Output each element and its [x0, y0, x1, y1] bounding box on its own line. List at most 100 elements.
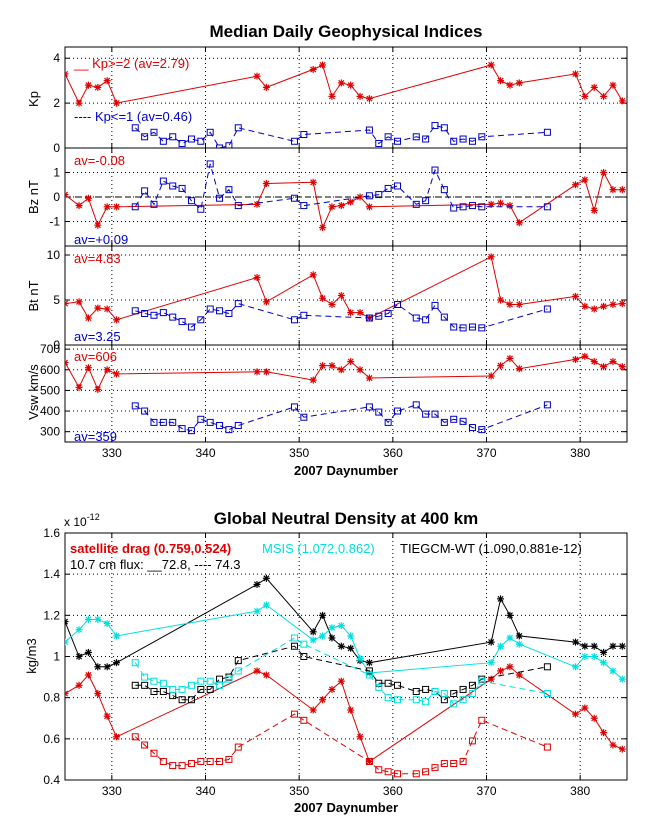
density-point [356, 733, 364, 741]
density-point [394, 681, 402, 689]
density-point [197, 677, 205, 685]
vsw-point [375, 408, 383, 416]
density-point [141, 673, 149, 681]
bz-point [600, 169, 608, 176]
density-point [581, 704, 589, 712]
bz-point [590, 206, 598, 214]
bz-point [150, 200, 158, 208]
vsw-point [290, 403, 298, 411]
density-point [365, 757, 373, 765]
bz-point [394, 182, 402, 190]
bt-point [187, 323, 195, 331]
vsw-point [178, 425, 186, 433]
density-point [178, 696, 186, 704]
kp-point [65, 70, 69, 78]
bz-point [337, 202, 345, 210]
density-point [290, 710, 298, 718]
vsw-frame [64, 344, 628, 443]
vsw-point [356, 366, 364, 374]
kp-point [159, 137, 167, 145]
density-point [94, 690, 102, 698]
kp-point [206, 128, 214, 136]
density-series-line-3 [135, 645, 548, 701]
density-point [197, 685, 205, 693]
vsw-red-av: av=606 [74, 349, 117, 364]
bt-point [431, 301, 439, 309]
density-point [618, 642, 626, 650]
density-point [337, 677, 345, 685]
bt-point [384, 310, 392, 317]
density-point [187, 760, 195, 768]
density-point [309, 636, 317, 644]
density-point [234, 743, 242, 751]
kp-point [262, 83, 270, 91]
bt-point [600, 302, 608, 310]
bz-point [309, 178, 317, 186]
density-point [169, 762, 177, 770]
density-point [618, 745, 626, 753]
density-xtick-label: 360 [383, 784, 403, 798]
bt-ylabel: Bt nT [26, 280, 41, 311]
bt-point [487, 253, 495, 261]
density-point [384, 679, 392, 687]
kp-point [487, 61, 495, 69]
bz-point [234, 202, 242, 210]
density-point [609, 642, 617, 650]
density-point [75, 653, 83, 660]
tiegcm-legend: TIEGCM-WT (1.090,0.881e-12) [400, 541, 582, 556]
density-point [590, 642, 598, 650]
vsw-point [131, 402, 139, 410]
kp-point [506, 81, 514, 89]
bz-ylabel: Bz nT [26, 180, 41, 214]
density-point [159, 757, 167, 765]
vsw-point [571, 355, 579, 363]
bt-point [422, 316, 430, 324]
vsw-point [506, 354, 514, 362]
bt-point [178, 318, 186, 326]
density-point [150, 677, 158, 685]
vsw-point [478, 426, 486, 434]
vsw-point [75, 383, 83, 391]
density-point [65, 638, 69, 646]
bz-point [571, 181, 579, 189]
bz-red-av: av=-0.08 [74, 153, 125, 168]
kp-point [187, 135, 195, 143]
vsw-series-line-1 [135, 404, 548, 432]
density-scale-label: x 10-12 [64, 512, 100, 529]
bz-point [497, 199, 505, 207]
density-point [75, 681, 83, 689]
kp-point [600, 92, 608, 100]
density-point [356, 655, 364, 663]
density-point [365, 671, 373, 679]
density-point [590, 714, 598, 722]
density-point [187, 696, 195, 704]
density-point [450, 760, 458, 768]
bz-point [609, 186, 617, 194]
vsw-xtick-label: 340 [195, 446, 215, 460]
vsw-point [609, 358, 617, 366]
density-point [487, 659, 495, 667]
kp-ytick-label: 0 [53, 141, 60, 155]
kp-high-label: __ Kp>=2 (av=2.79) [73, 56, 189, 71]
density-point [319, 632, 327, 640]
density-point [103, 712, 111, 720]
density-point [75, 626, 83, 634]
bt-point [84, 314, 92, 322]
bz-point [515, 219, 523, 227]
bt-point [468, 323, 476, 331]
density-point [365, 659, 373, 667]
vsw-point [234, 421, 242, 429]
vsw-point [141, 407, 149, 415]
bt-point [328, 301, 336, 308]
density-point [216, 681, 224, 689]
bz-point [356, 193, 364, 201]
kp-point [590, 83, 598, 91]
density-point [581, 653, 589, 660]
bz-point [84, 194, 92, 202]
density-point [497, 667, 505, 675]
bt-point [347, 309, 355, 317]
density-point [618, 675, 626, 683]
vsw-series-line-0 [65, 355, 623, 391]
density-point [468, 737, 476, 745]
density-point [431, 764, 439, 772]
